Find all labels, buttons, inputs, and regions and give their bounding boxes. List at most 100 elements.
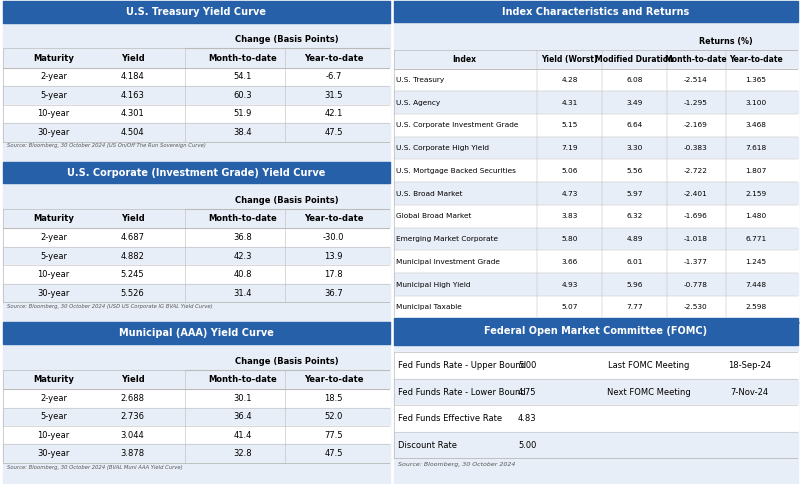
Text: 52.0: 52.0: [324, 412, 342, 421]
Bar: [394, 379, 798, 405]
Text: Yield: Yield: [121, 54, 145, 62]
Text: Last FOMC Meeting: Last FOMC Meeting: [608, 361, 690, 370]
Text: -2.169: -2.169: [683, 122, 707, 128]
Text: -2.401: -2.401: [683, 191, 707, 197]
Text: U.S. Broad Market: U.S. Broad Market: [396, 191, 462, 197]
Text: Year-to-date: Year-to-date: [304, 54, 363, 62]
Text: U.S. Mortgage Backed Securities: U.S. Mortgage Backed Securities: [396, 168, 515, 174]
Bar: [394, 318, 798, 345]
Text: 30-year: 30-year: [38, 449, 70, 458]
Text: Municipal Taxable: Municipal Taxable: [396, 304, 462, 310]
Bar: [3, 105, 390, 123]
Text: 4.93: 4.93: [562, 282, 578, 287]
Text: Change (Basis Points): Change (Basis Points): [235, 35, 339, 45]
Text: -1.696: -1.696: [683, 213, 707, 219]
Text: 5.97: 5.97: [626, 191, 642, 197]
Text: Municipal High Yield: Municipal High Yield: [396, 282, 470, 287]
Bar: [394, 250, 798, 273]
Text: Source: Bloomberg, 30 October 2024 (USD US Corporate IG BVAL Yield Curve): Source: Bloomberg, 30 October 2024 (USD …: [7, 304, 213, 309]
Text: U.S. Treasury: U.S. Treasury: [396, 77, 444, 83]
Text: 18.5: 18.5: [324, 394, 343, 403]
Text: 42.3: 42.3: [234, 252, 252, 260]
Text: Month-to-date: Month-to-date: [208, 375, 277, 384]
Text: 3.878: 3.878: [121, 449, 145, 458]
Text: 4.31: 4.31: [562, 100, 578, 106]
Bar: [3, 123, 390, 142]
Text: 1.807: 1.807: [746, 168, 766, 174]
Text: 5.526: 5.526: [121, 288, 145, 298]
Text: 7.77: 7.77: [626, 304, 642, 310]
Bar: [3, 370, 390, 463]
Bar: [3, 426, 390, 444]
Text: Fed Funds Rate - Lower Bound: Fed Funds Rate - Lower Bound: [398, 388, 526, 396]
Text: U.S. Corporate (Investment Grade) Yield Curve: U.S. Corporate (Investment Grade) Yield …: [67, 167, 326, 178]
Text: U.S. Treasury Yield Curve: U.S. Treasury Yield Curve: [126, 7, 266, 17]
Text: -30.0: -30.0: [323, 233, 344, 242]
Text: Fed Funds Rate - Upper Bound: Fed Funds Rate - Upper Bound: [398, 361, 526, 370]
Text: 5.15: 5.15: [562, 122, 578, 128]
Text: -2.530: -2.530: [683, 304, 707, 310]
Text: Maturity: Maturity: [33, 214, 74, 223]
Bar: [394, 114, 798, 137]
Text: U.S. Agency: U.S. Agency: [396, 100, 440, 106]
Text: 5.00: 5.00: [518, 440, 536, 450]
Text: 1.245: 1.245: [746, 259, 766, 265]
Bar: [394, 227, 798, 250]
Text: 40.8: 40.8: [234, 270, 252, 279]
Text: 31.4: 31.4: [234, 288, 252, 298]
Text: 5.80: 5.80: [562, 236, 578, 242]
Text: 7.618: 7.618: [746, 145, 766, 151]
Text: 13.9: 13.9: [324, 252, 343, 260]
Text: Year-to-date: Year-to-date: [729, 55, 782, 64]
Text: 1.365: 1.365: [746, 77, 766, 83]
Bar: [3, 1, 390, 23]
Text: 47.5: 47.5: [324, 128, 343, 137]
Text: 17.8: 17.8: [324, 270, 343, 279]
Bar: [394, 296, 798, 318]
Text: 5.56: 5.56: [626, 168, 642, 174]
Bar: [3, 228, 390, 247]
Text: 3.49: 3.49: [626, 100, 642, 106]
Bar: [394, 345, 798, 483]
Text: 2.688: 2.688: [121, 394, 145, 403]
Text: Year-to-date: Year-to-date: [304, 214, 363, 223]
Text: U.S. Corporate Investment Grade: U.S. Corporate Investment Grade: [396, 122, 518, 128]
Text: 4.89: 4.89: [626, 236, 642, 242]
Text: 5.96: 5.96: [626, 282, 642, 287]
Text: Fed Funds Effective Rate: Fed Funds Effective Rate: [398, 414, 502, 423]
Bar: [3, 344, 390, 483]
Text: 6.771: 6.771: [746, 236, 766, 242]
Text: 41.4: 41.4: [234, 431, 252, 440]
Text: Source: Bloomberg, 30 October 2024 (BVAL Muni AAA Yield Curve): Source: Bloomberg, 30 October 2024 (BVAL…: [7, 465, 182, 469]
Text: 7-Nov-24: 7-Nov-24: [730, 388, 769, 396]
Text: -2.514: -2.514: [683, 77, 707, 83]
Text: Change (Basis Points): Change (Basis Points): [235, 357, 339, 366]
Bar: [3, 162, 390, 183]
Text: 36.8: 36.8: [234, 233, 252, 242]
Text: 2.736: 2.736: [121, 412, 145, 421]
Text: 6.01: 6.01: [626, 259, 642, 265]
Bar: [394, 432, 798, 458]
Text: 4.28: 4.28: [562, 77, 578, 83]
Text: 4.73: 4.73: [562, 191, 578, 197]
Text: Maturity: Maturity: [33, 375, 74, 384]
Bar: [3, 183, 390, 322]
Bar: [394, 159, 798, 182]
Text: 54.1: 54.1: [234, 73, 252, 81]
Text: 3.468: 3.468: [746, 122, 766, 128]
Text: 6.64: 6.64: [626, 122, 642, 128]
Text: 2-year: 2-year: [40, 233, 67, 242]
Text: Source: ICE DATA INDICES, LLC ("ICE DATA"), 30 October 2024. Past performance is: Source: ICE DATA INDICES, LLC ("ICE DATA…: [395, 321, 800, 325]
Text: 3.66: 3.66: [562, 259, 578, 265]
Text: 10-year: 10-year: [38, 431, 70, 440]
Bar: [3, 86, 390, 105]
Text: 10-year: 10-year: [38, 109, 70, 119]
Text: Emerging Market Corporate: Emerging Market Corporate: [396, 236, 498, 242]
Text: 6.08: 6.08: [626, 77, 642, 83]
Text: Maturity: Maturity: [33, 54, 74, 62]
Text: 5.00: 5.00: [518, 361, 536, 370]
Text: -0.383: -0.383: [683, 145, 707, 151]
Text: 31.5: 31.5: [324, 91, 343, 100]
Text: 3.30: 3.30: [626, 145, 642, 151]
Text: Month-to-date: Month-to-date: [208, 54, 277, 62]
